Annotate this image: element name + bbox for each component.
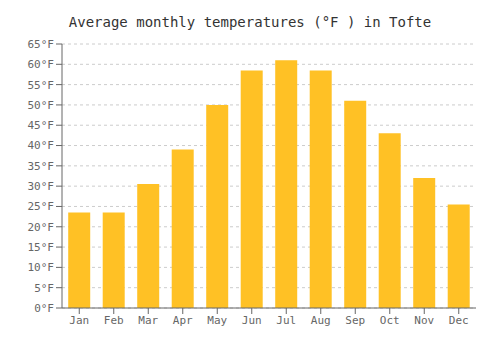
svg-text:50°F: 50°F: [28, 99, 55, 112]
svg-text:10°F: 10°F: [28, 261, 55, 274]
svg-text:25°F: 25°F: [28, 200, 55, 213]
svg-text:55°F: 55°F: [28, 79, 55, 92]
svg-text:20°F: 20°F: [28, 221, 55, 234]
svg-text:Mar: Mar: [138, 314, 158, 327]
svg-text:Apr: Apr: [173, 314, 193, 327]
svg-text:Jul: Jul: [276, 314, 296, 327]
svg-text:Aug: Aug: [311, 314, 331, 327]
svg-text:Dec: Dec: [449, 314, 469, 327]
svg-text:15°F: 15°F: [28, 241, 55, 254]
svg-text:45°F: 45°F: [28, 119, 55, 132]
svg-text:65°F: 65°F: [28, 38, 55, 51]
svg-text:Oct: Oct: [380, 314, 400, 327]
svg-text:Jun: Jun: [242, 314, 262, 327]
svg-text:5°F: 5°F: [34, 282, 54, 295]
svg-text:Feb: Feb: [104, 314, 124, 327]
svg-text:Jan: Jan: [69, 314, 89, 327]
svg-text:30°F: 30°F: [28, 180, 55, 193]
svg-text:Nov: Nov: [414, 314, 434, 327]
svg-text:0°F: 0°F: [34, 302, 54, 315]
svg-text:60°F: 60°F: [28, 58, 55, 71]
svg-text:40°F: 40°F: [28, 139, 55, 152]
svg-text:35°F: 35°F: [28, 160, 55, 173]
svg-text:May: May: [207, 314, 227, 327]
html-text:Average monthly temperatures (: Average monthly temperatures (°F ) in To…: [68, 14, 432, 30]
svg-text:Sep: Sep: [345, 314, 365, 327]
